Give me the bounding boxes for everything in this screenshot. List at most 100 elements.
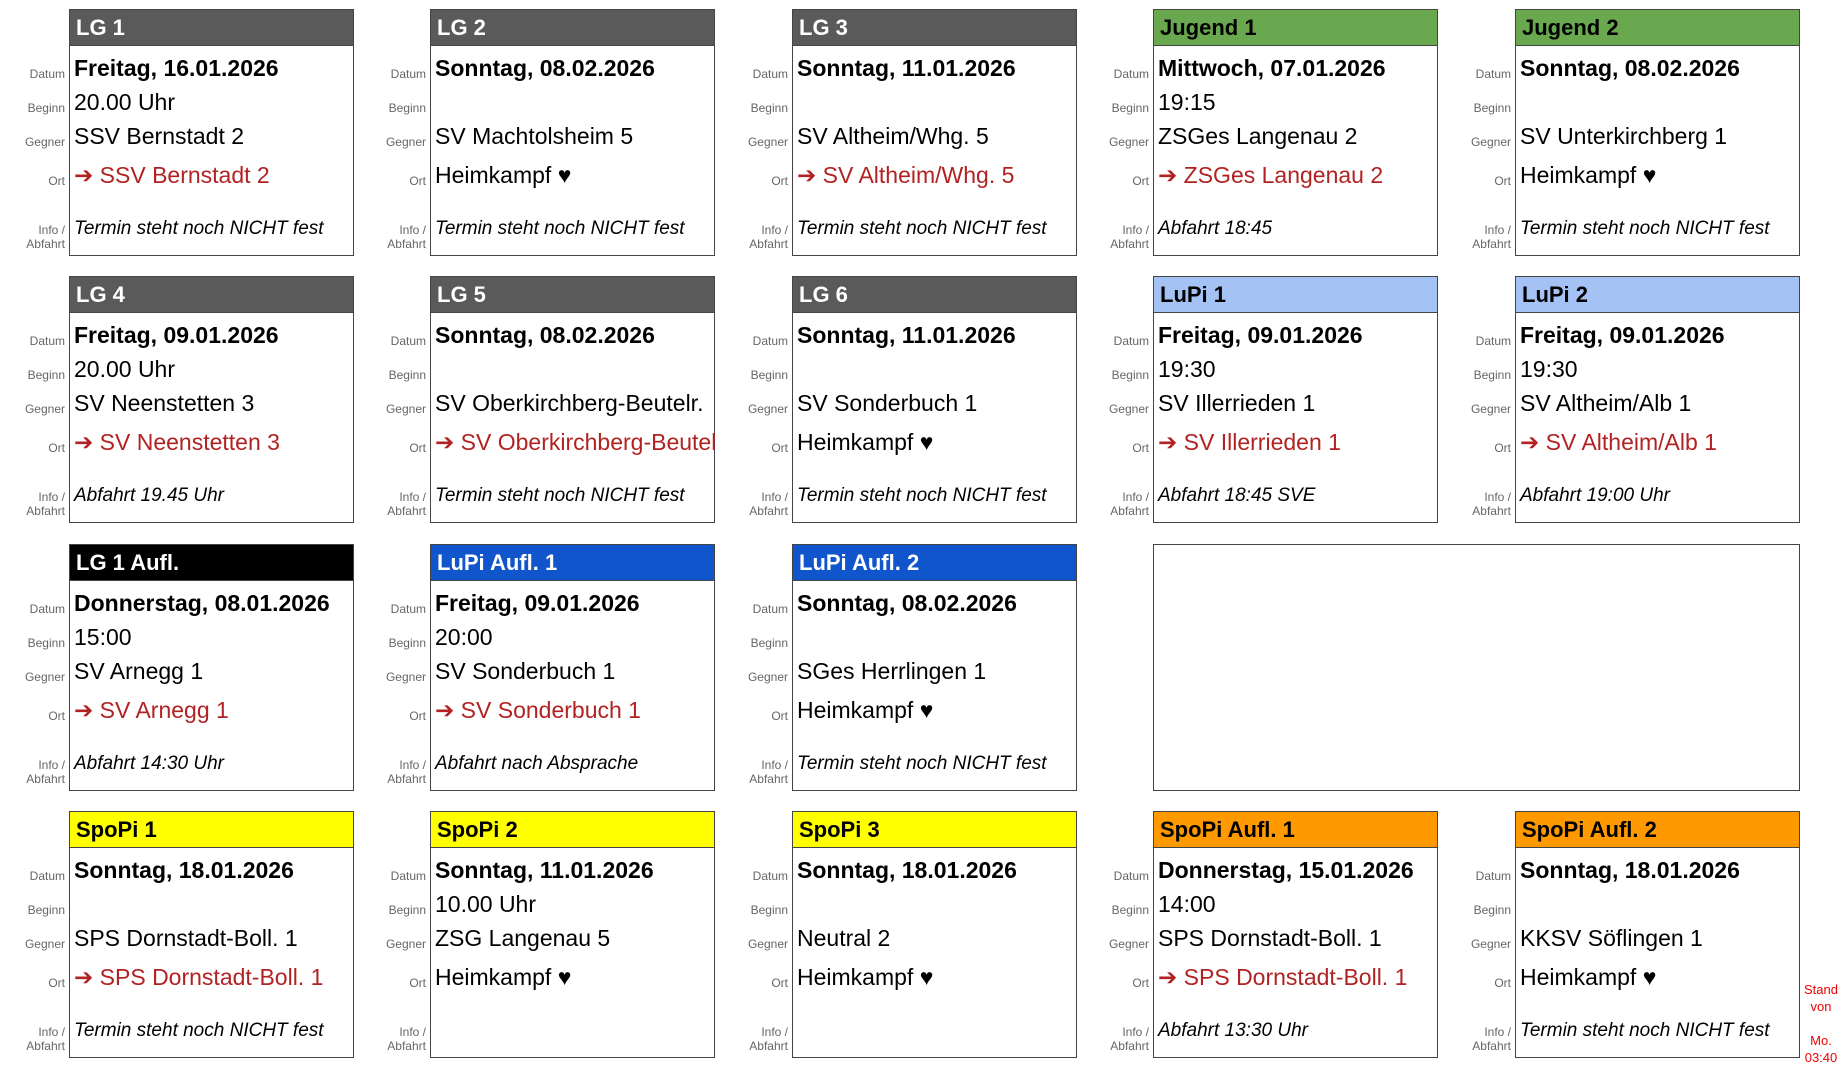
row-label: Ort bbox=[48, 174, 65, 188]
beginn-value: 20.00 Uhr bbox=[74, 356, 176, 382]
team-header: LG 3 bbox=[793, 10, 1076, 46]
row-label: Ort bbox=[48, 441, 65, 455]
match-card bbox=[430, 811, 715, 1058]
match-card bbox=[69, 276, 354, 523]
info-value: Termin steht noch NICHT fest bbox=[797, 753, 1047, 774]
row-label: Beginn bbox=[388, 903, 426, 917]
row-label: Gegner bbox=[747, 402, 788, 416]
row-label: Datum bbox=[1113, 334, 1149, 348]
gegner-value: SV Illerrieden 1 bbox=[1158, 390, 1316, 416]
row-label: Datum bbox=[752, 602, 788, 616]
row-label: Abfahrt bbox=[749, 772, 788, 786]
match-card bbox=[792, 276, 1077, 523]
datum-value: Freitag, 09.01.2026 bbox=[1158, 322, 1363, 348]
row-label: Beginn bbox=[1473, 368, 1511, 382]
info-value: Termin steht noch NICHT fest bbox=[74, 1020, 324, 1041]
beginn-value: 20:00 bbox=[435, 624, 493, 650]
row-label: Beginn bbox=[388, 636, 426, 650]
row-label: Gegner bbox=[1108, 402, 1149, 416]
gegner-value: Neutral 2 bbox=[797, 925, 891, 951]
row-label: Info / bbox=[761, 758, 788, 772]
gegner-value: ZSG Langenau 5 bbox=[435, 925, 611, 951]
row-label: Datum bbox=[1475, 67, 1511, 81]
ort-value: Heimkampf ♥ bbox=[1520, 162, 1657, 188]
match-card bbox=[69, 9, 354, 256]
datum-value: Freitag, 09.01.2026 bbox=[435, 590, 640, 616]
row-label: Abfahrt bbox=[387, 772, 426, 786]
team-header: Jugend 1 bbox=[1154, 10, 1437, 46]
row-label: Beginn bbox=[27, 636, 65, 650]
team-header: SpoPi Aufl. 2 bbox=[1516, 812, 1799, 848]
ort-value: ➔ SPS Dornstadt-Boll. 1 bbox=[74, 964, 324, 990]
beginn-value: 19:30 bbox=[1158, 356, 1216, 382]
info-value: Abfahrt 13:30 Uhr bbox=[1158, 1020, 1308, 1041]
row-label: Beginn bbox=[1111, 368, 1149, 382]
datum-value: Freitag, 16.01.2026 bbox=[74, 55, 279, 81]
row-label: Datum bbox=[1475, 869, 1511, 883]
row-label: Info / bbox=[761, 490, 788, 504]
row-label: Beginn bbox=[1111, 101, 1149, 115]
gegner-value: SV Sonderbuch 1 bbox=[435, 658, 616, 684]
row-label: Ort bbox=[1132, 441, 1149, 455]
gegner-value: ZSGes Langenau 2 bbox=[1158, 123, 1358, 149]
gegner-value: SV Neenstetten 3 bbox=[74, 390, 255, 416]
team-header: LG 1 Aufl. bbox=[70, 545, 353, 581]
row-label: Ort bbox=[409, 174, 426, 188]
info-value: Termin steht noch NICHT fest bbox=[74, 218, 324, 239]
row-label: Ort bbox=[771, 709, 788, 723]
stand-note: von bbox=[1810, 999, 1832, 1014]
ort-value: Heimkampf ♥ bbox=[435, 162, 572, 188]
gegner-value: SPS Dornstadt-Boll. 1 bbox=[74, 925, 298, 951]
row-label: Info / bbox=[38, 490, 65, 504]
match-card bbox=[1515, 9, 1800, 256]
info-value: Termin steht noch NICHT fest bbox=[435, 218, 685, 239]
team-header: LuPi Aufl. 2 bbox=[793, 545, 1076, 581]
datum-value: Freitag, 09.01.2026 bbox=[1520, 322, 1725, 348]
info-value: Abfahrt 14:30 Uhr bbox=[74, 753, 224, 774]
row-label: Datum bbox=[1475, 334, 1511, 348]
row-label: Abfahrt bbox=[387, 504, 426, 518]
datum-value: Donnerstag, 08.01.2026 bbox=[74, 590, 330, 616]
row-label: Datum bbox=[752, 869, 788, 883]
row-label: Ort bbox=[48, 709, 65, 723]
row-label: Datum bbox=[752, 67, 788, 81]
match-card bbox=[430, 276, 715, 523]
row-label: Gegner bbox=[1470, 135, 1511, 149]
datum-value: Sonntag, 08.02.2026 bbox=[435, 322, 655, 348]
row-label: Ort bbox=[1494, 174, 1511, 188]
row-label: Abfahrt bbox=[749, 504, 788, 518]
row-label: Gegner bbox=[1470, 937, 1511, 951]
row-label: Datum bbox=[390, 869, 426, 883]
row-label: Gegner bbox=[385, 937, 426, 951]
empty-panel bbox=[1153, 544, 1800, 791]
match-card bbox=[69, 544, 354, 791]
info-value: Termin steht noch NICHT fest bbox=[1520, 1020, 1770, 1041]
row-label: Abfahrt bbox=[749, 237, 788, 251]
gegner-value: SV Arnegg 1 bbox=[74, 658, 204, 684]
row-label: Info / bbox=[399, 490, 426, 504]
info-value: Termin steht noch NICHT fest bbox=[797, 485, 1047, 506]
gegner-value: SV Altheim/Whg. 5 bbox=[797, 123, 989, 149]
info-value: Abfahrt nach Absprache bbox=[435, 753, 639, 774]
team-header: SpoPi Aufl. 1 bbox=[1154, 812, 1437, 848]
team-header: LG 5 bbox=[431, 277, 714, 313]
datum-value: Sonntag, 08.02.2026 bbox=[435, 55, 655, 81]
datum-value: Sonntag, 08.02.2026 bbox=[797, 590, 1017, 616]
stand-note: Mo. bbox=[1810, 1033, 1832, 1048]
row-label: Abfahrt bbox=[26, 237, 65, 251]
team-header: LG 6 bbox=[793, 277, 1076, 313]
gegner-value: SV Machtolsheim 5 bbox=[435, 123, 634, 149]
row-label: Gegner bbox=[747, 135, 788, 149]
row-label: Gegner bbox=[385, 135, 426, 149]
row-label: Abfahrt bbox=[1110, 237, 1149, 251]
row-label: Info / bbox=[1122, 223, 1149, 237]
info-value: Termin steht noch NICHT fest bbox=[435, 485, 685, 506]
row-label: Gegner bbox=[747, 937, 788, 951]
team-header: LuPi 2 bbox=[1516, 277, 1799, 313]
ort-value: ➔ SV Oberkirchberg-Beutelr. bbox=[435, 429, 716, 455]
row-label: Abfahrt bbox=[26, 1039, 65, 1053]
row-label: Abfahrt bbox=[26, 504, 65, 518]
gegner-value: SPS Dornstadt-Boll. 1 bbox=[1158, 925, 1382, 951]
datum-value: Sonntag, 18.01.2026 bbox=[74, 857, 294, 883]
